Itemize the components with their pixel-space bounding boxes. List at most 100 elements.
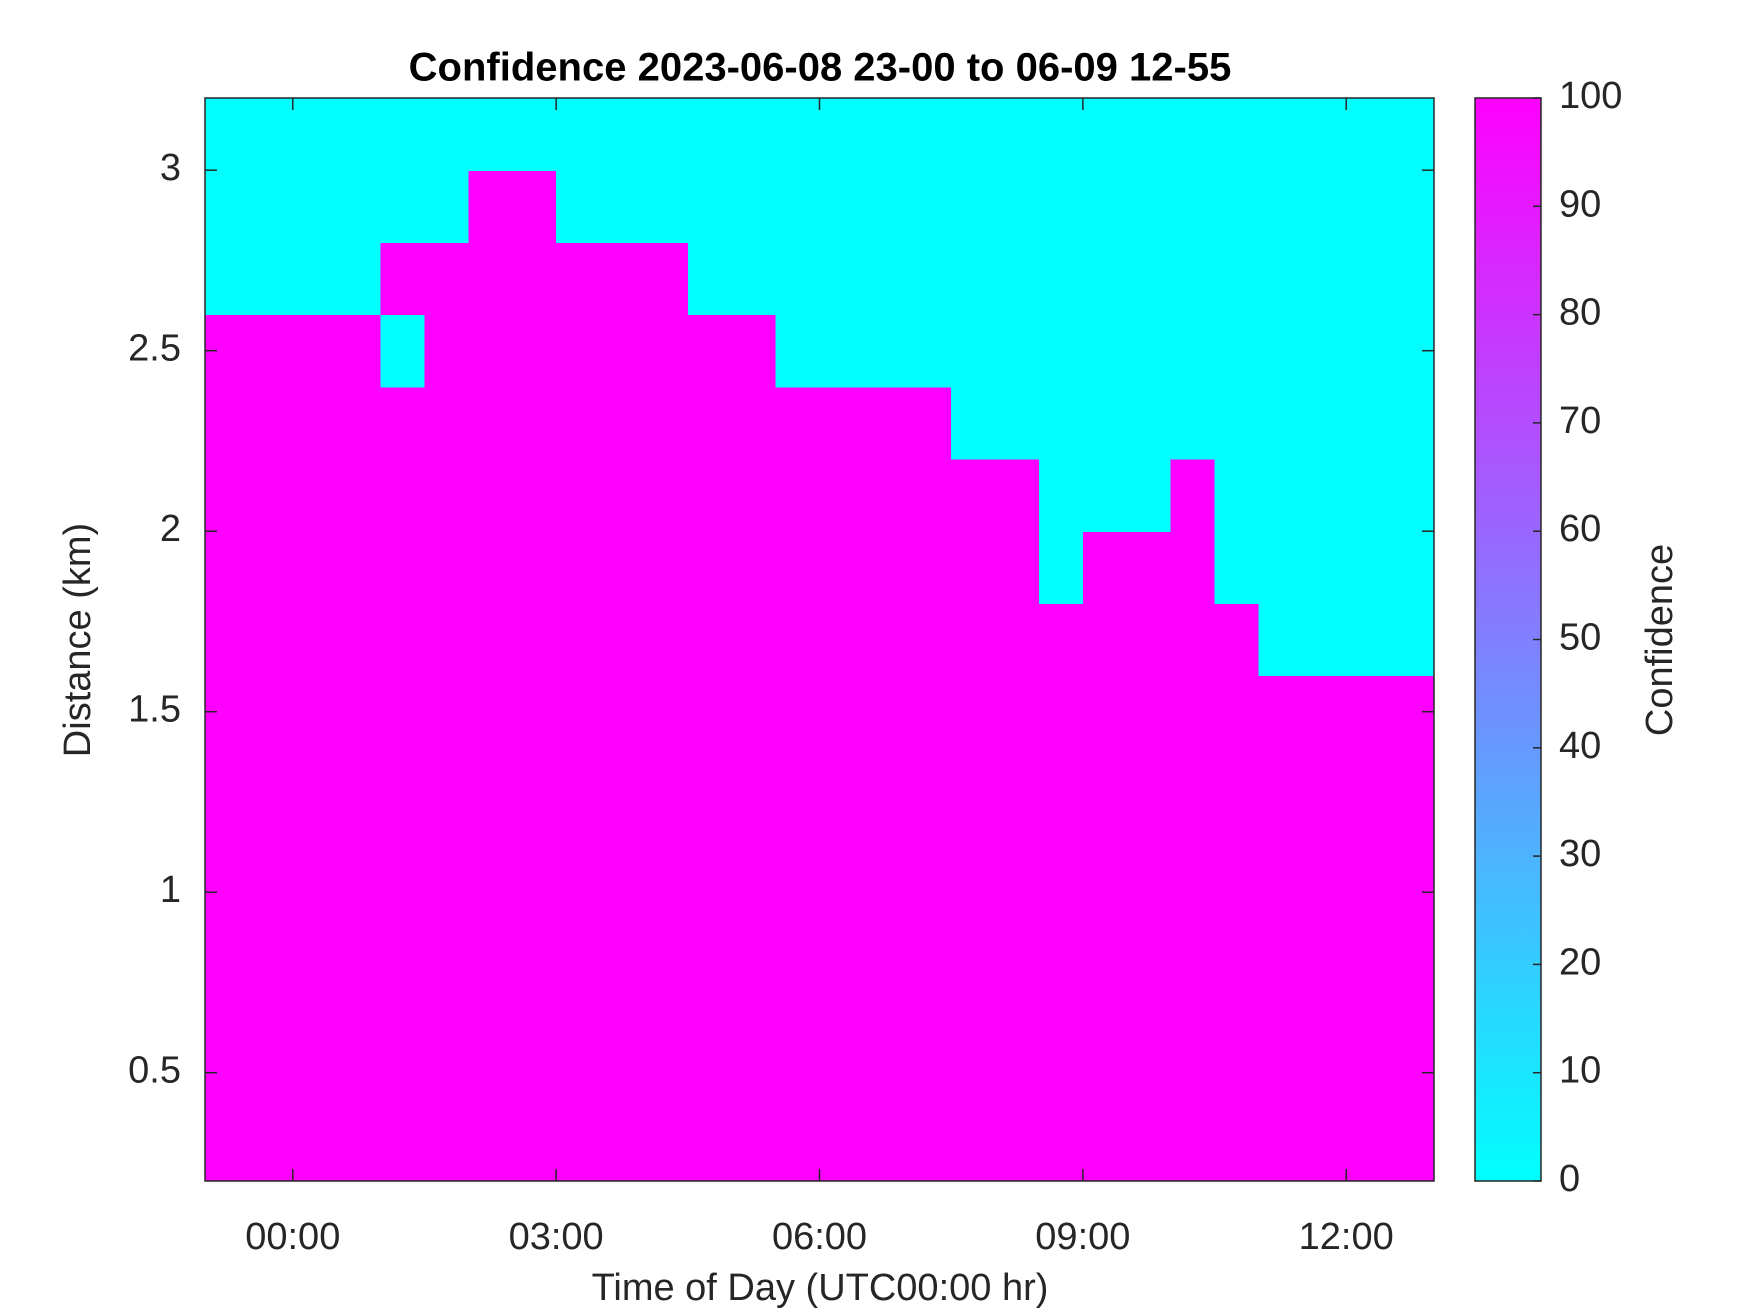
heatmap-cell	[1214, 820, 1260, 893]
heatmap-cell	[1170, 170, 1216, 243]
heatmap-cell	[1258, 170, 1303, 243]
heatmap-cell	[1258, 459, 1303, 532]
heatmap-cell	[1082, 964, 1128, 1038]
heatmap-cell	[995, 386, 1040, 460]
heatmap-cell	[775, 964, 821, 1038]
heatmap-cell	[775, 747, 821, 821]
heatmap-cell	[292, 892, 338, 965]
heatmap-cell	[995, 747, 1040, 821]
heatmap-cell	[468, 98, 513, 171]
heatmap-cell	[907, 1036, 952, 1110]
heatmap-cell	[556, 1108, 601, 1182]
heatmap-cell	[1126, 1036, 1172, 1110]
heatmap-cell	[1302, 98, 1347, 171]
y-tick-label: 1	[160, 869, 181, 911]
y-tick-label: 2.5	[128, 328, 181, 370]
heatmap-cell	[687, 747, 733, 821]
heatmap-cell	[1258, 386, 1303, 460]
heatmap-cell	[1126, 170, 1172, 243]
heatmap-cell	[995, 892, 1040, 965]
heatmap-cell	[1214, 170, 1260, 243]
heatmap-cell	[1082, 314, 1128, 388]
heatmap-cell	[1390, 242, 1435, 316]
heatmap-cell	[1170, 1108, 1216, 1182]
heatmap-cell	[731, 964, 777, 1038]
heatmap-cell	[512, 459, 557, 532]
heatmap-cell	[1258, 675, 1303, 749]
heatmap-cell	[1126, 892, 1172, 965]
heatmap-cell	[556, 386, 601, 460]
x-axis-label: Time of Day (UTC00:00 hr)	[592, 1267, 1049, 1309]
heatmap-cell	[775, 386, 821, 460]
heatmap-cell	[380, 170, 426, 243]
heatmap-cell	[512, 1108, 557, 1182]
heatmap-cell	[1214, 242, 1260, 316]
heatmap-cell	[1082, 1036, 1128, 1110]
heatmap-cell	[336, 242, 382, 316]
heatmap-cell	[1038, 1108, 1084, 1182]
heatmap-cell	[424, 603, 469, 677]
heatmap-cell	[1390, 531, 1435, 604]
heatmap-cell	[1038, 242, 1084, 316]
heatmap-cell	[1038, 386, 1084, 460]
heatmap-cell	[643, 892, 689, 965]
heatmap-cell	[468, 170, 513, 243]
heatmap-cell	[292, 531, 338, 604]
heatmap-cell	[468, 675, 513, 749]
heatmap-cell	[863, 675, 908, 749]
x-tick-label: 12:00	[1299, 1216, 1394, 1258]
heatmap-cell	[1170, 98, 1216, 171]
heatmap-cell	[512, 747, 557, 821]
heatmap-cell	[1214, 459, 1260, 532]
heatmap-cell	[995, 459, 1040, 532]
heatmap-cell	[424, 892, 469, 965]
heatmap-cell	[205, 1108, 250, 1182]
colorbar-tick-label: 90	[1559, 183, 1601, 225]
heatmap-cell	[1038, 820, 1084, 893]
heatmap-cell	[1390, 170, 1435, 243]
heatmap-cell	[1302, 675, 1347, 749]
heatmap-cell	[731, 1108, 777, 1182]
heatmap-cell	[248, 1036, 294, 1110]
heatmap-cell	[951, 892, 996, 965]
heatmap-cell	[731, 675, 777, 749]
heatmap-cell	[248, 170, 294, 243]
heatmap-cell	[731, 747, 777, 821]
heatmap-cell	[336, 964, 382, 1038]
heatmap-cell	[1126, 314, 1172, 388]
heatmap-cell	[1214, 1108, 1260, 1182]
heatmap-cell	[1390, 386, 1435, 460]
heatmap-cell	[468, 603, 513, 677]
heatmap-cell	[951, 459, 996, 532]
heatmap-cell	[1346, 820, 1391, 893]
heatmap-cell	[1170, 675, 1216, 749]
heatmap-cell	[380, 603, 426, 677]
heatmap-cell	[1038, 603, 1084, 677]
heatmap-cell	[336, 98, 382, 171]
heatmap-cell	[1390, 964, 1435, 1038]
heatmap-cell	[819, 603, 864, 677]
heatmap-cell	[1390, 603, 1435, 677]
x-tick-label: 06:00	[772, 1216, 867, 1258]
heatmap-cell	[1258, 98, 1303, 171]
heatmap-cell	[380, 964, 426, 1038]
heatmap-cell	[1214, 747, 1260, 821]
heatmap-cell	[1258, 747, 1303, 821]
heatmap-cell	[512, 314, 557, 388]
heatmap-cell	[600, 531, 645, 604]
heatmap-cell	[1214, 386, 1260, 460]
heatmap-cell	[336, 747, 382, 821]
heatmap-cell	[687, 1036, 733, 1110]
heatmap-cell	[643, 98, 689, 171]
heatmap-cell	[687, 242, 733, 316]
heatmap-cell	[995, 314, 1040, 388]
heatmap-cell	[556, 170, 601, 243]
heatmap-cell	[1126, 675, 1172, 749]
heatmap-cell	[731, 170, 777, 243]
heatmap-cell	[687, 675, 733, 749]
heatmap-cell	[907, 170, 952, 243]
heatmap-cell	[1126, 1108, 1172, 1182]
colorbar	[1475, 98, 1541, 1181]
heatmap-cell	[292, 1108, 338, 1182]
heatmap-cell	[951, 242, 996, 316]
